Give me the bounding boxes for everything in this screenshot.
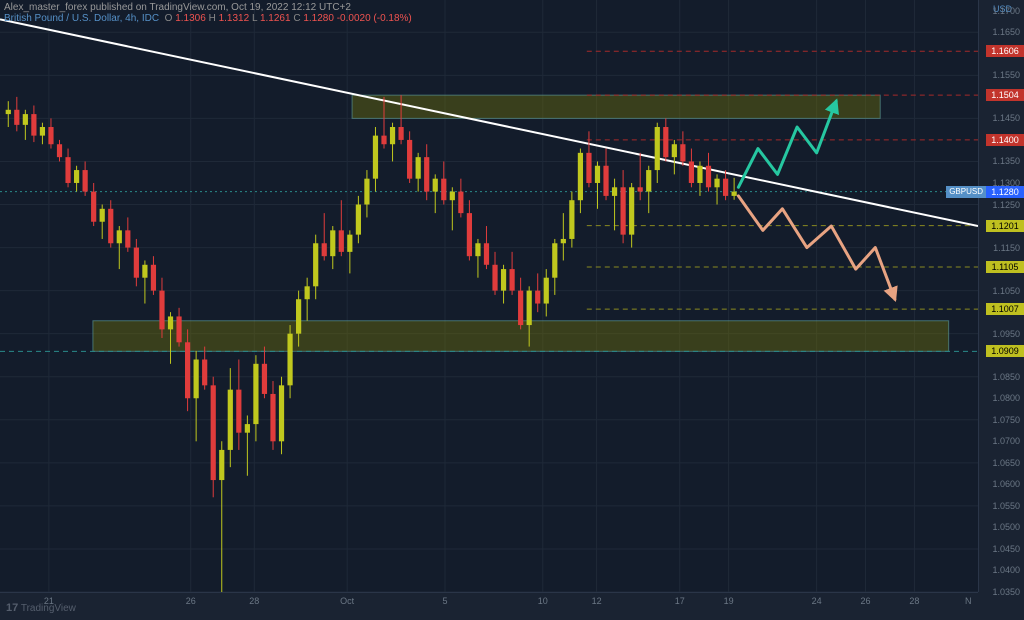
y-tick-label: 1.0450 — [992, 544, 1020, 554]
ohlc-display: O 1.1306 H 1.1312 L 1.1261 C 1.1280 -0.0… — [162, 13, 412, 24]
chart-container: Alex_master_forex published on TradingVi… — [0, 0, 1024, 620]
y-tick-label: 1.0500 — [992, 522, 1020, 532]
y-tick-label: 1.0400 — [992, 565, 1020, 575]
y-tick-label: 1.1350 — [992, 156, 1020, 166]
y-tick-label: 1.1050 — [992, 286, 1020, 296]
y-tick-label: 1.0600 — [992, 479, 1020, 489]
y-tick-label: 1.1650 — [992, 27, 1020, 37]
y-axis[interactable]: USD 1.17001.16501.15501.14501.13501.1300… — [978, 0, 1024, 592]
price-tag: 1.0909 — [986, 345, 1024, 357]
x-tick-label: 28 — [909, 596, 919, 606]
price-tag: 1.1105 — [986, 261, 1024, 273]
current-price-tag: GBPUSD1.1280 — [946, 186, 1024, 198]
x-tick-label: 17 — [675, 596, 685, 606]
x-tick-label: 5 — [442, 596, 447, 606]
x-tick-label: 19 — [724, 596, 734, 606]
y-tick-label: 1.1250 — [992, 200, 1020, 210]
price-tag: 1.1007 — [986, 303, 1024, 315]
symbol-name[interactable]: British Pound / U.S. Dollar, 4h, IDC — [4, 13, 159, 24]
y-tick-label: 1.1550 — [992, 70, 1020, 80]
x-tick-label: 10 — [538, 596, 548, 606]
y-tick-label: 1.0950 — [992, 329, 1020, 339]
price-tag: 1.1201 — [986, 220, 1024, 232]
y-tick-label: 1.1450 — [992, 113, 1020, 123]
y-tick-label: 1.0700 — [992, 436, 1020, 446]
y-tick-label: 1.0350 — [992, 587, 1020, 597]
tradingview-logo[interactable]: 17 TradingView — [6, 602, 76, 614]
x-tick-label: 26 — [186, 596, 196, 606]
y-tick-label: 1.0650 — [992, 458, 1020, 468]
y-tick-label: 1.0800 — [992, 393, 1020, 403]
price-tag: 1.1504 — [986, 89, 1024, 101]
publisher-text: Alex_master_forex published on TradingVi… — [4, 2, 351, 13]
y-tick-label: 1.0750 — [992, 415, 1020, 425]
price-tag: 1.1400 — [986, 134, 1024, 146]
chart-header: Alex_master_forex published on TradingVi… — [4, 2, 412, 24]
y-tick-label: 1.1700 — [992, 6, 1020, 16]
chart-svg — [0, 0, 978, 592]
y-tick-label: 1.0850 — [992, 372, 1020, 382]
y-tick-label: 1.1150 — [993, 243, 1020, 253]
plot-area[interactable] — [0, 0, 978, 592]
y-tick-label: 1.0550 — [992, 501, 1020, 511]
x-tick-label: 28 — [249, 596, 259, 606]
x-tick-label: 26 — [861, 596, 871, 606]
x-tick-label: Oct — [340, 596, 354, 606]
x-tick-label: N — [965, 596, 972, 606]
x-tick-label: 24 — [812, 596, 822, 606]
x-axis[interactable]: 212628Oct510121719242628N — [0, 592, 978, 620]
x-tick-label: 12 — [592, 596, 602, 606]
price-tag: 1.1606 — [986, 45, 1024, 57]
